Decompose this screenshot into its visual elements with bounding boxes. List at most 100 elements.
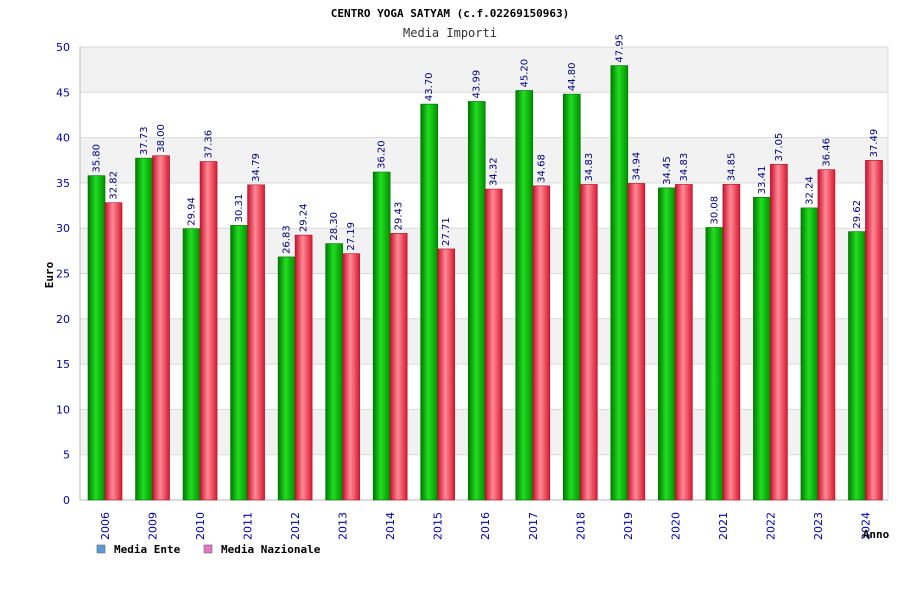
y-tick-label: 35: [56, 177, 70, 190]
bar-value-label: 35.80: [92, 144, 103, 173]
x-tick-label: 2020: [669, 512, 682, 540]
x-tick-label: 2018: [574, 512, 587, 540]
bar-value-label: 44.80: [567, 62, 578, 91]
y-tick-label: 30: [56, 222, 70, 235]
bar-value-label: 28.30: [329, 212, 340, 241]
bar-value-label: 34.94: [631, 152, 642, 181]
bar-media-nazionale: [389, 233, 408, 501]
bar-value-label: 43.99: [472, 70, 483, 99]
x-tick-label: 2022: [764, 512, 777, 540]
bar-value-label: 34.68: [536, 154, 547, 183]
bar-value-label: 43.70: [424, 72, 435, 101]
bar-media-ente: [182, 228, 201, 501]
y-tick-label: 10: [56, 403, 70, 416]
bar-media-ente: [135, 157, 153, 501]
bar-media-ente: [230, 225, 248, 501]
y-tick-label: 40: [56, 132, 70, 145]
bar-media-ente: [848, 231, 866, 501]
x-tick-label: 2017: [527, 512, 540, 540]
bar-value-label: 29.94: [187, 197, 198, 226]
bar-value-label: 34.83: [584, 153, 595, 182]
bar-media-nazionale: [247, 184, 265, 501]
bar-media-ente: [515, 90, 534, 501]
bar-value-label: 36.20: [377, 140, 388, 169]
bar-value-label: 32.82: [109, 171, 120, 200]
bar-value-label: 33.41: [757, 166, 768, 195]
bar-media-ente: [562, 93, 581, 501]
legend-swatch: [203, 544, 213, 554]
bar-media-nazionale: [722, 183, 741, 501]
bar-media-nazionale: [770, 164, 788, 501]
legend: Media Ente Media Nazionale: [96, 543, 321, 556]
bar-media-ente: [800, 207, 819, 501]
bar-value-label: 45.20: [519, 59, 530, 88]
x-tick-label: 2010: [194, 512, 207, 540]
bar-value-label: 34.85: [726, 153, 737, 182]
bar-value-label: 36.46: [821, 138, 832, 167]
chart-subtitle: Media Importi: [403, 26, 497, 40]
bar-value-label: 32.24: [804, 176, 815, 205]
bar-media-nazionale: [627, 183, 646, 501]
bar-media-ente: [658, 187, 676, 501]
x-tick-label: 2012: [289, 512, 302, 540]
y-axis-label: Euro: [43, 261, 56, 288]
legend-label: Media Ente: [114, 543, 181, 556]
legend-label: Media Nazionale: [221, 543, 321, 556]
x-tick-label: 2023: [812, 512, 825, 540]
chart-title: CENTRO YOGA SATYAM (c.f.02269150963): [331, 7, 569, 20]
x-tick-label: 2016: [479, 512, 492, 540]
bar-media-nazionale: [437, 248, 456, 501]
bar-value-label: 26.83: [282, 225, 293, 254]
y-tick-label: 45: [56, 86, 70, 99]
x-tick-label: 2006: [99, 512, 112, 540]
bar-value-label: 34.45: [662, 156, 673, 185]
bar-value-label: 29.62: [852, 200, 863, 229]
bar-media-nazionale: [342, 253, 360, 501]
y-tick-label: 0: [63, 494, 70, 507]
bar-media-ente: [325, 243, 343, 501]
x-axis-label: Anno: [863, 528, 890, 541]
bar-value-label: 27.71: [441, 217, 452, 246]
bar-value-label: 29.43: [394, 202, 405, 231]
x-axis-ticks: 2006 2009 2010 2011 2012 2013 2014 2015 2016 2017…: [99, 512, 872, 540]
y-tick-label: 50: [56, 41, 70, 54]
bar-value-label: 37.49: [869, 129, 880, 158]
bar-value-label: 34.32: [489, 157, 500, 186]
bar-media-ente: [610, 65, 629, 501]
bar-media-nazionale: [104, 202, 123, 501]
bar-value-label: 27.19: [346, 222, 357, 251]
bar-media-nazionale: [532, 185, 551, 501]
bar-media-ente: [467, 101, 486, 501]
bar-media-ente: [420, 103, 439, 501]
x-tick-label: 2013: [337, 512, 350, 540]
bar-media-ente: [372, 171, 391, 501]
bar-media-nazionale: [579, 184, 598, 501]
y-tick-label: 25: [56, 268, 70, 281]
x-tick-label: 2015: [432, 512, 445, 540]
bar-media-nazionale: [484, 188, 503, 501]
bar-media-nazionale: [199, 161, 218, 501]
bar-media-ente: [277, 256, 296, 501]
bar-value-label: 30.31: [234, 194, 245, 223]
bar-media-nazionale: [865, 160, 883, 501]
bar-value-label: 37.36: [204, 130, 215, 159]
y-axis-ticks: 0 5 10 15 20 25 30 35 40 45 50: [56, 41, 70, 507]
y-tick-label: 5: [63, 449, 70, 462]
x-tick-label: 2019: [622, 512, 635, 540]
x-tick-label: 2014: [384, 512, 397, 540]
bar-media-nazionale: [817, 169, 836, 501]
bar-value-label: 34.79: [251, 153, 262, 182]
y-tick-label: 20: [56, 313, 70, 326]
x-tick-label: 2009: [147, 512, 160, 540]
bar-value-label: 30.08: [709, 196, 720, 225]
bars: [87, 65, 883, 501]
x-tick-label: 2021: [717, 512, 730, 540]
bar-value-label: 29.24: [299, 203, 310, 232]
plot-band: [80, 47, 888, 93]
bar-value-label: 37.05: [774, 133, 785, 162]
x-tick-label: 2011: [242, 512, 255, 540]
bar-value-label: 37.73: [139, 127, 150, 156]
bar-media-nazionale: [294, 234, 313, 501]
bar-value-label: 47.95: [614, 34, 625, 63]
